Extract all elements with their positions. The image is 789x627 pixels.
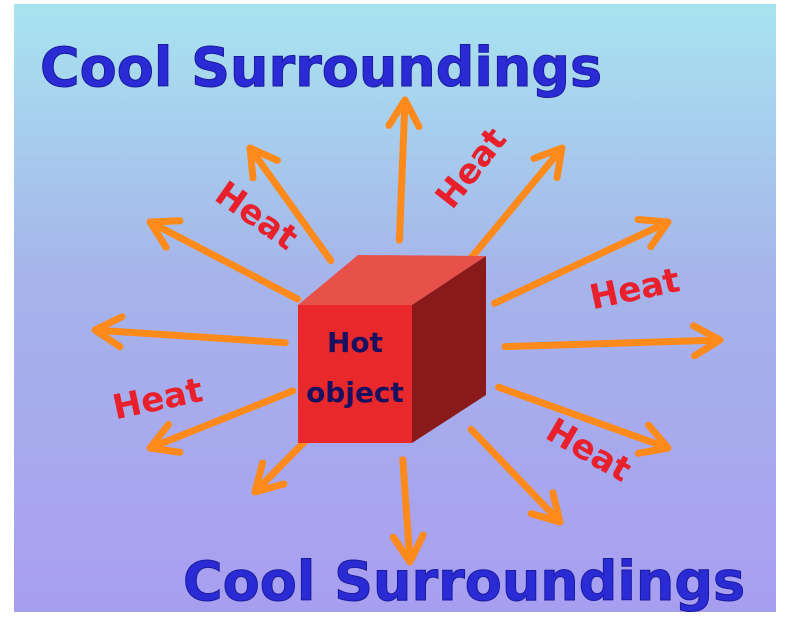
object-label: Hot [327,326,383,359]
bottom-label: Cool Surroundings [183,550,745,613]
diagram: Hot object Heat Heat Heat Heat Heat Cool… [0,0,789,627]
object-label: object [306,376,404,409]
top-label: Cool Surroundings [40,36,602,99]
